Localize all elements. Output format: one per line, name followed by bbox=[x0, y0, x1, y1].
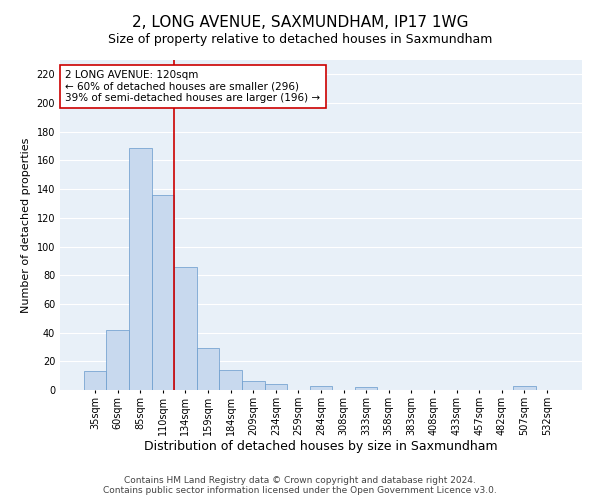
Y-axis label: Number of detached properties: Number of detached properties bbox=[21, 138, 31, 312]
Bar bbox=[197, 348, 220, 390]
Bar bbox=[310, 386, 332, 390]
Bar bbox=[106, 330, 129, 390]
Bar bbox=[513, 386, 536, 390]
Bar bbox=[152, 195, 174, 390]
Text: 2, LONG AVENUE, SAXMUNDHAM, IP17 1WG: 2, LONG AVENUE, SAXMUNDHAM, IP17 1WG bbox=[132, 15, 468, 30]
Bar bbox=[242, 382, 265, 390]
Bar bbox=[220, 370, 242, 390]
Text: Size of property relative to detached houses in Saxmundham: Size of property relative to detached ho… bbox=[108, 32, 492, 46]
Text: Contains HM Land Registry data © Crown copyright and database right 2024.
Contai: Contains HM Land Registry data © Crown c… bbox=[103, 476, 497, 495]
Text: 2 LONG AVENUE: 120sqm
← 60% of detached houses are smaller (296)
39% of semi-det: 2 LONG AVENUE: 120sqm ← 60% of detached … bbox=[65, 70, 320, 103]
Bar bbox=[84, 372, 106, 390]
Bar bbox=[174, 266, 197, 390]
X-axis label: Distribution of detached houses by size in Saxmundham: Distribution of detached houses by size … bbox=[144, 440, 498, 454]
Bar bbox=[265, 384, 287, 390]
Bar bbox=[129, 148, 152, 390]
Bar bbox=[355, 387, 377, 390]
